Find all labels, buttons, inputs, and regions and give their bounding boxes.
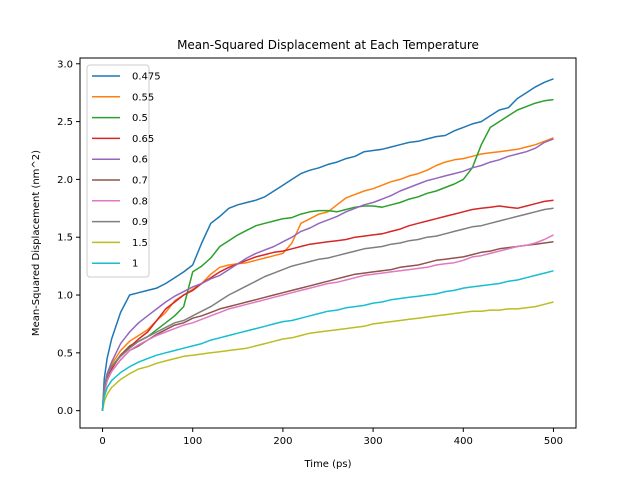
y-tick-label: 2.5 — [57, 117, 73, 128]
chart-title: Mean-Squared Displacement at Each Temper… — [177, 38, 479, 52]
x-axis: 0 100 200 300 400 500 — [99, 428, 563, 447]
series-line-5 — [101, 241, 554, 411]
legend: 0.475 0.55 0.5 0.65 0.6 0.7 0.8 0.9 1.5 1 — [86, 64, 161, 278]
legend-label: 0.475 — [132, 72, 161, 83]
series-line-6 — [101, 234, 554, 411]
x-tick-label: 0 — [99, 436, 105, 447]
x-tick-label: 400 — [454, 436, 473, 447]
series-line-9 — [101, 270, 554, 411]
y-tick-label: 1.0 — [57, 291, 73, 302]
legend-label: 0.55 — [132, 92, 154, 103]
series-line-4 — [101, 138, 554, 411]
series-line-7 — [101, 207, 554, 411]
x-axis-title: Time (ps) — [303, 459, 351, 470]
series-line-0 — [101, 78, 554, 411]
y-axis: 0.0 0.5 1.0 1.5 2.0 2.5 3.0 — [57, 59, 80, 417]
legend-label: 0.6 — [132, 155, 148, 166]
plot-lines — [101, 78, 554, 411]
y-tick-label: 2.0 — [57, 175, 73, 186]
legend-label: 0.65 — [132, 134, 154, 145]
series-line-2 — [101, 98, 554, 411]
x-tick-label: 500 — [544, 436, 563, 447]
series-line-8 — [101, 301, 554, 411]
legend-label: 0.8 — [132, 196, 148, 207]
plot-frame — [79, 57, 577, 429]
y-tick-label: 0.0 — [57, 406, 73, 417]
x-tick-label: 100 — [183, 436, 202, 447]
legend-label: 0.5 — [132, 113, 148, 124]
x-tick-label: 300 — [364, 436, 383, 447]
legend-label: 0.7 — [132, 176, 148, 187]
x-tick-label: 200 — [273, 436, 292, 447]
y-axis-title: Mean-Squared Displacement (nm^2) — [31, 150, 42, 336]
y-tick-label: 0.5 — [57, 348, 73, 359]
legend-label: 0.9 — [132, 217, 148, 228]
y-tick-label: 3.0 — [57, 59, 73, 70]
legend-label: 1.5 — [132, 238, 148, 249]
series-line-3 — [101, 199, 554, 411]
y-tick-label: 1.5 — [57, 233, 73, 244]
legend-label: 1 — [132, 259, 138, 270]
series-line-1 — [101, 137, 554, 411]
